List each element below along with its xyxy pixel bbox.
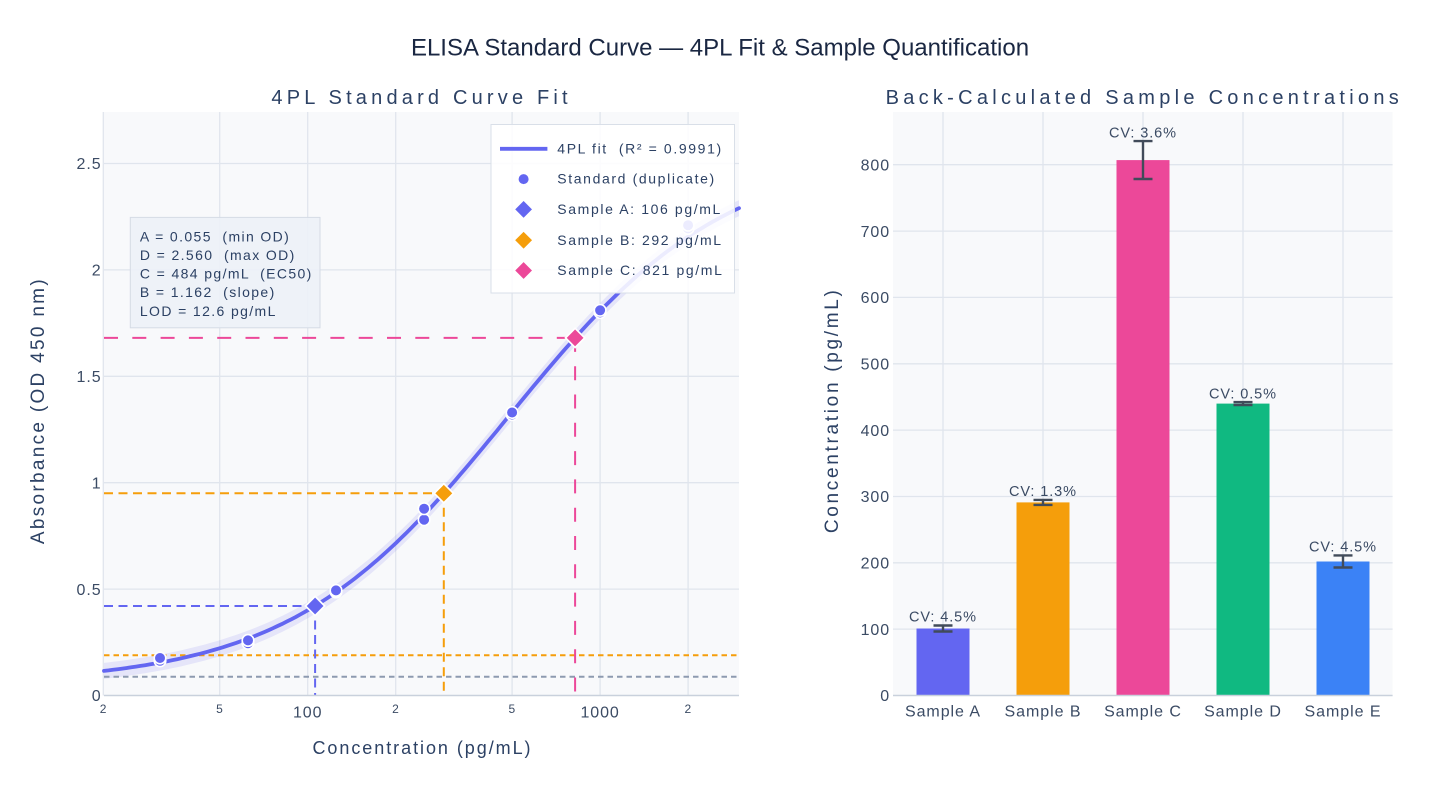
svg-text:CV: 4.5%: CV: 4.5%: [909, 610, 977, 626]
svg-text:400: 400: [861, 423, 890, 440]
svg-text:Sample E: Sample E: [1305, 704, 1382, 721]
svg-text:800: 800: [861, 158, 890, 175]
svg-text:D = 2.560 (max OD): D = 2.560 (max OD): [140, 247, 296, 263]
svg-text:0: 0: [880, 688, 890, 705]
svg-text:5: 5: [509, 702, 516, 716]
svg-text:Back-Calculated Sample Concent: Back-Calculated Sample Concentrations: [886, 87, 1403, 109]
svg-text:CV: 4.5%: CV: 4.5%: [1309, 540, 1377, 556]
svg-text:2: 2: [392, 702, 399, 716]
svg-text:A = 0.055 (min OD): A = 0.055 (min OD): [140, 228, 290, 244]
svg-text:700: 700: [861, 224, 890, 241]
svg-text:CV: 1.3%: CV: 1.3%: [1009, 484, 1077, 500]
svg-text:0.5: 0.5: [77, 582, 102, 599]
svg-text:100: 100: [861, 622, 890, 639]
svg-text:CV: 0.5%: CV: 0.5%: [1209, 386, 1277, 402]
svg-text:Absorbance (OD 450 nm): Absorbance (OD 450 nm): [28, 277, 49, 544]
svg-text:1.5: 1.5: [77, 369, 102, 386]
svg-text:Standard (duplicate): Standard (duplicate): [557, 171, 715, 187]
svg-text:Sample C: Sample C: [1104, 704, 1182, 721]
svg-text:Sample B: 292 pg/mL: Sample B: 292 pg/mL: [557, 232, 722, 248]
svg-text:Concentration (pg/mL): Concentration (pg/mL): [312, 738, 532, 758]
svg-text:5: 5: [216, 702, 223, 716]
svg-text:1000: 1000: [580, 705, 619, 722]
svg-text:200: 200: [861, 556, 890, 573]
svg-text:LOD = 12.6 pg/mL: LOD = 12.6 pg/mL: [140, 303, 277, 319]
svg-text:Sample A: 106 pg/mL: Sample A: 106 pg/mL: [557, 201, 722, 217]
svg-text:100: 100: [293, 705, 322, 722]
svg-text:300: 300: [861, 489, 890, 506]
svg-text:1: 1: [92, 475, 102, 492]
svg-text:2: 2: [100, 702, 107, 716]
svg-text:B = 1.162 (slope): B = 1.162 (slope): [140, 284, 276, 300]
svg-text:Sample A: Sample A: [905, 704, 981, 721]
svg-text:2: 2: [685, 702, 692, 716]
svg-text:Concentration (pg/mL): Concentration (pg/mL): [822, 287, 843, 533]
svg-text:0: 0: [92, 688, 102, 705]
svg-text:2.5: 2.5: [77, 156, 102, 173]
svg-text:2: 2: [92, 263, 102, 280]
svg-text:4PL fit (R² = 0.9991): 4PL fit (R² = 0.9991): [557, 140, 722, 156]
svg-text:4PL Standard Curve Fit: 4PL Standard Curve Fit: [271, 87, 571, 109]
svg-text:CV: 3.6%: CV: 3.6%: [1109, 125, 1177, 141]
svg-text:600: 600: [861, 290, 890, 307]
svg-text:Sample C: 821 pg/mL: Sample C: 821 pg/mL: [557, 262, 723, 278]
svg-text:Sample B: Sample B: [1005, 704, 1082, 721]
svg-text:500: 500: [861, 357, 890, 374]
svg-text:Sample D: Sample D: [1204, 704, 1282, 721]
svg-text:C = 484 pg/mL (EC50): C = 484 pg/mL (EC50): [140, 266, 313, 282]
svg-text:ELISA Standard Curve — 4PL Fit: ELISA Standard Curve — 4PL Fit & Sample …: [411, 35, 1029, 62]
